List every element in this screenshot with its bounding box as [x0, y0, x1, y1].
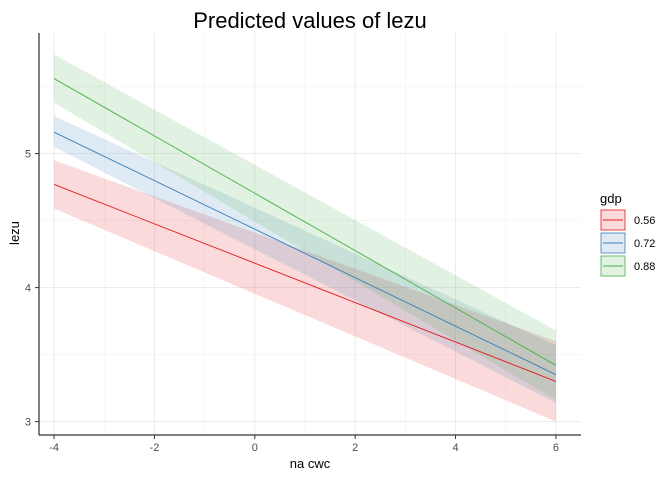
- legend-item-0.72: 0.72: [600, 232, 655, 254]
- x-axis-label: na cwc: [290, 456, 331, 471]
- grid: [39, 33, 581, 435]
- y-axis-label: lezu: [7, 221, 22, 245]
- legend-title: gdp: [600, 191, 622, 206]
- series-line-0.88: [53, 78, 557, 366]
- x-tick-label: 0: [252, 442, 258, 454]
- legend-label: 0.72: [634, 238, 655, 250]
- legend-item-0.56: 0.56: [600, 209, 655, 231]
- x-tick-label: -4: [49, 442, 59, 454]
- chart-title: Predicted values of lezu: [193, 8, 427, 33]
- x-tick-label: 2: [352, 442, 358, 454]
- confidence-band-0.56: [54, 160, 556, 422]
- x-axis-ticks: -4 -2 0 2 4 6: [49, 435, 559, 454]
- legend-item-0.88: 0.88: [600, 255, 655, 277]
- y-tick-label: 3: [25, 417, 31, 429]
- legend-label: 0.88: [634, 261, 655, 273]
- y-axis-ticks: 3 4 5: [25, 149, 39, 429]
- series-lines: [53, 78, 557, 382]
- legend: gdp 0.56 0.72 0.88: [600, 191, 655, 277]
- series-line-0.56: [53, 184, 557, 382]
- series-line-0.72: [53, 131, 557, 376]
- x-tick-label: -2: [150, 442, 160, 454]
- x-tick-label: 4: [452, 442, 458, 454]
- y-tick-label: 5: [25, 149, 31, 161]
- confidence-band-0.72: [54, 116, 556, 403]
- y-tick-label: 4: [25, 283, 31, 295]
- x-tick-label: 6: [553, 442, 559, 454]
- legend-label: 0.56: [634, 215, 655, 227]
- axes: [38, 33, 581, 436]
